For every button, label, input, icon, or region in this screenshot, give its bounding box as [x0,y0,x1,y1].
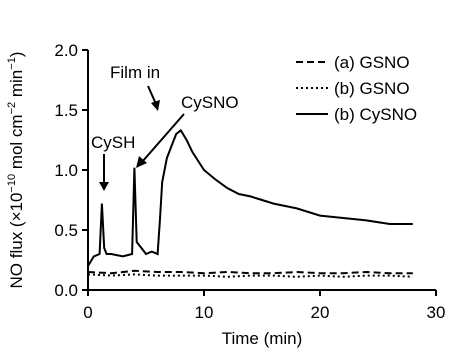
legend-label-b-gsno: (b) GSNO [334,79,410,98]
y-axis-title-part: min [7,70,26,102]
y-tick-label: 2.0 [54,41,78,60]
x-tick-label: 0 [83,303,92,322]
annotation-cysno-arrowhead [136,156,147,168]
series-line-b_gsno [87,273,413,278]
x-tick-label: 10 [195,303,214,322]
y-axis-title-exponent: −10 [6,174,18,193]
x-tick-label: 20 [311,303,330,322]
series-line-a_gsno [87,269,413,275]
y-ticks [82,49,88,291]
annotations: CySH Film in CySNO [91,63,239,191]
y-axis-title: NO flux (×10−10 mol cm−2 min−1) [6,52,26,289]
annotation-film-in: Film in [110,63,160,82]
y-tick-label: 0.0 [54,281,78,300]
annotation-film-in-arrow [147,85,157,105]
y-axis-title-part: mol cm [7,114,26,174]
legend-label-a-gsno: (a) GSNO [334,53,410,72]
y-axis-title-exponent: −2 [6,102,18,115]
y-tick-labels: 0.0 0.5 1.0 1.5 2.0 [54,41,78,300]
y-tick-label: 1.5 [54,101,78,120]
x-axis-title: Time (min) [222,329,303,348]
annotation-cysh: CySH [91,133,135,152]
y-axis-title-part: ) [7,52,26,58]
x-tick-label: 30 [427,303,446,322]
y-tick-label: 1.0 [54,161,78,180]
legend-label-b-cysno: (b) CySNO [334,105,417,124]
x-tick-labels: 0 10 20 30 [83,303,445,322]
legend: (a) GSNO (b) GSNO (b) CySNO [296,53,417,124]
y-tick-label: 0.5 [54,221,78,240]
series-layer [87,128,413,278]
annotation-film-in-arrowhead [151,100,160,111]
annotation-cysno-arrow [141,113,185,163]
series-line-b_cysno [87,128,413,267]
annotation-cysh-arrowhead [99,182,109,191]
annotation-cysno: CySNO [181,93,239,112]
y-axis-title-part: NO flux (×10 [7,193,26,289]
y-axis-title-exponent: −1 [6,57,18,70]
